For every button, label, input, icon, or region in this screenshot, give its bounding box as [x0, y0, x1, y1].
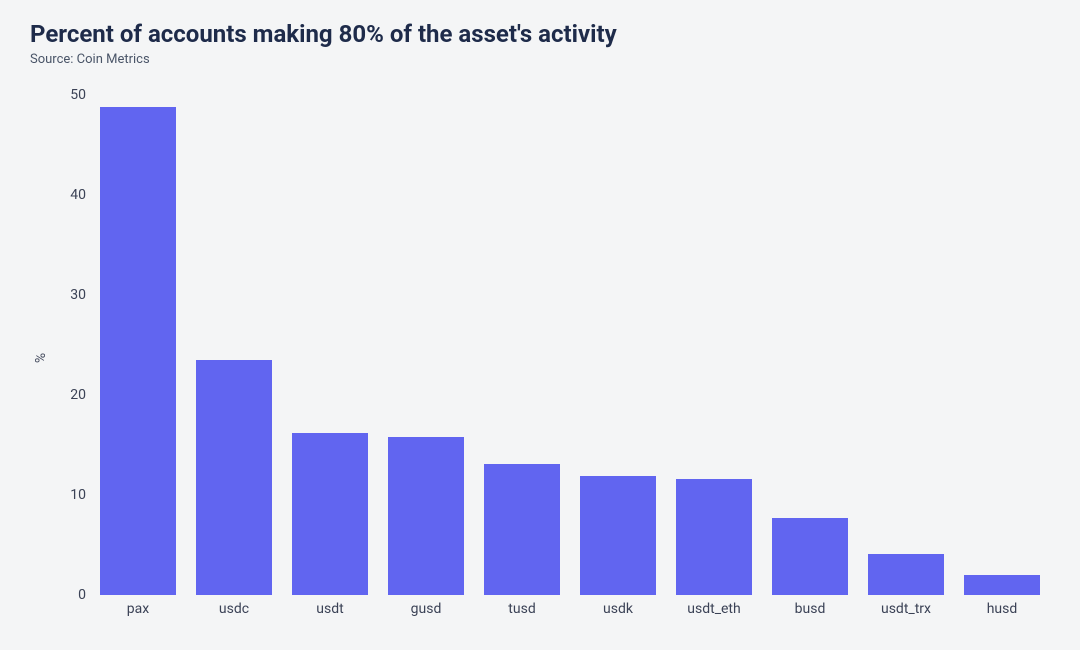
x-tick: busd	[795, 601, 826, 617]
x-tick: pax	[127, 601, 149, 617]
y-tick: 30	[70, 287, 86, 303]
x-tick: husd	[987, 601, 1018, 617]
bar-usdc	[196, 360, 273, 595]
y-tick: 10	[70, 487, 86, 503]
bar-usdt	[292, 433, 369, 595]
y-tick: 50	[70, 87, 86, 103]
y-tick: 20	[70, 387, 86, 403]
y-axis: % 0 10 20 30 40 50	[30, 85, 90, 630]
bars-container	[90, 95, 1050, 595]
x-tick: usdc	[219, 601, 249, 617]
chart-title: Percent of accounts making 80% of the as…	[30, 20, 1050, 48]
x-axis: pax usdc usdt gusd tusd usdk usdt_eth busd usdt_…	[90, 595, 1050, 625]
chart-source: Source: Coin Metrics	[30, 52, 1050, 67]
y-axis-label: %	[33, 352, 49, 362]
plot-area	[90, 95, 1050, 595]
bar-gusd	[388, 437, 465, 595]
x-tick: usdt_eth	[687, 601, 740, 617]
bar-usdt_eth	[676, 479, 753, 595]
x-tick: usdt	[316, 601, 343, 617]
bar-busd	[772, 518, 849, 595]
bar-usdk	[580, 476, 657, 595]
x-tick: usdt_trx	[881, 601, 931, 617]
x-tick: tusd	[508, 601, 535, 617]
y-tick: 0	[78, 587, 86, 603]
bar-husd	[964, 575, 1041, 595]
x-tick: usdk	[603, 601, 633, 617]
bar-pax	[100, 107, 177, 595]
x-tick: gusd	[411, 601, 442, 617]
bar-tusd	[484, 464, 561, 595]
y-tick: 40	[70, 187, 86, 203]
chart-container: % 0 10 20 30 40 50 pax usdc usdt gusd tusd usdk usd…	[30, 85, 1050, 630]
bar-usdt_trx	[868, 554, 945, 595]
